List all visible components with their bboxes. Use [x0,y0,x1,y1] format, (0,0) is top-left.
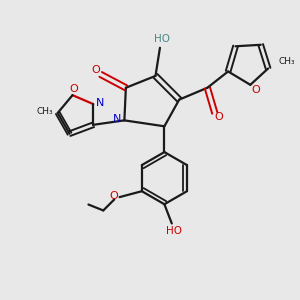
Text: O: O [110,190,118,201]
Text: O: O [70,84,78,94]
Text: HO: HO [166,226,182,236]
Text: O: O [215,112,224,122]
Text: N: N [113,114,121,124]
Text: N: N [96,98,104,108]
Text: O: O [251,85,260,95]
Text: CH₃: CH₃ [278,58,295,67]
Text: CH₃: CH₃ [37,107,54,116]
Text: O: O [92,65,100,75]
Text: HO: HO [154,34,170,44]
